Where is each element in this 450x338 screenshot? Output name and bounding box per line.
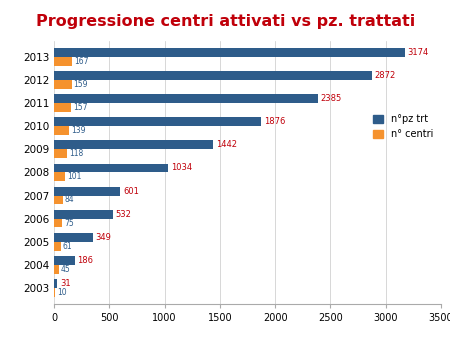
Bar (54, 57, 72, 66)
Bar (54, 117, 261, 126)
Text: 84: 84 (65, 195, 75, 204)
Bar (54, 288, 55, 297)
Text: 1442: 1442 (216, 140, 237, 149)
Bar (54, 103, 72, 112)
Bar (54, 141, 213, 149)
Text: 349: 349 (95, 233, 111, 242)
Text: 167: 167 (74, 57, 89, 66)
Text: 159: 159 (73, 80, 88, 89)
Text: 2385: 2385 (320, 94, 342, 103)
Bar (54, 256, 75, 265)
Text: 2872: 2872 (374, 71, 396, 80)
Bar (54, 126, 69, 135)
Text: 31: 31 (60, 279, 71, 288)
Text: 1876: 1876 (264, 117, 286, 126)
Bar (54, 187, 121, 195)
Bar (54, 172, 65, 181)
Text: 1034: 1034 (171, 164, 192, 172)
Bar (54, 219, 62, 227)
Text: 118: 118 (69, 149, 83, 158)
Text: Progressione centri attivati vs pz. trattati: Progressione centri attivati vs pz. trat… (36, 14, 415, 28)
Bar (54, 242, 61, 250)
Text: 75: 75 (64, 219, 74, 227)
Bar (54, 149, 67, 158)
Bar (54, 279, 58, 288)
Text: 157: 157 (73, 103, 87, 112)
Text: 45: 45 (61, 265, 70, 274)
Text: 139: 139 (71, 126, 86, 135)
Text: 10: 10 (57, 288, 67, 297)
Bar (54, 164, 168, 172)
Bar (54, 48, 405, 57)
Text: 3174: 3174 (408, 48, 429, 57)
Text: 101: 101 (67, 172, 81, 181)
Bar (54, 233, 93, 242)
Bar (54, 94, 318, 103)
Text: 601: 601 (123, 187, 139, 196)
Bar (54, 265, 59, 274)
Legend: n°pz trt, n° centri: n°pz trt, n° centri (370, 111, 436, 142)
Bar (54, 71, 372, 80)
Bar (54, 80, 72, 89)
Bar (54, 195, 63, 204)
Text: 532: 532 (116, 210, 131, 219)
Text: 186: 186 (77, 256, 93, 265)
Text: 61: 61 (63, 242, 72, 251)
Bar (54, 210, 113, 219)
